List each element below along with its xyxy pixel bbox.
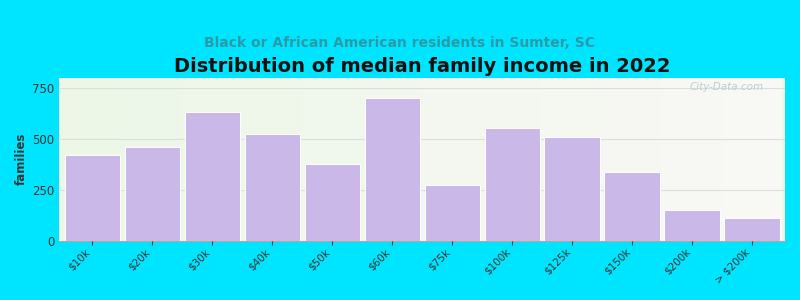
Text: City-Data.com: City-Data.com	[689, 82, 763, 92]
Y-axis label: families: families	[15, 133, 28, 185]
Text: Black or African American residents in Sumter, SC: Black or African American residents in S…	[205, 36, 595, 50]
Bar	[65, 155, 120, 241]
Bar	[185, 112, 240, 241]
Bar	[545, 137, 600, 241]
Title: Distribution of median family income in 2022: Distribution of median family income in …	[174, 57, 670, 76]
Bar	[725, 218, 780, 241]
Bar	[605, 172, 660, 241]
Bar	[125, 147, 180, 241]
Bar	[245, 134, 300, 241]
Bar	[665, 210, 720, 241]
Bar	[305, 164, 360, 241]
Bar	[485, 128, 540, 241]
Bar	[425, 185, 480, 241]
Bar	[365, 98, 420, 241]
